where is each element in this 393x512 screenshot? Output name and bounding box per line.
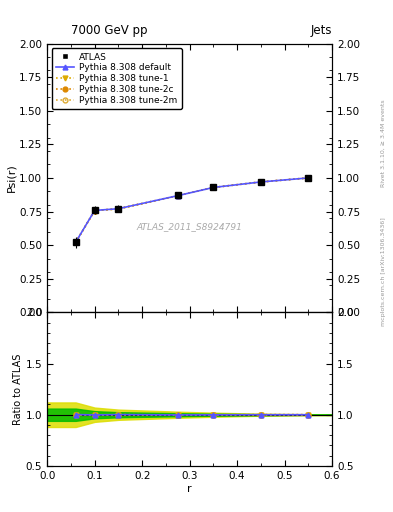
X-axis label: r: r bbox=[187, 483, 192, 494]
Text: mcplots.cern.ch [arXiv:1306.3436]: mcplots.cern.ch [arXiv:1306.3436] bbox=[381, 217, 386, 326]
Legend: ATLAS, Pythia 8.308 default, Pythia 8.308 tune-1, Pythia 8.308 tune-2c, Pythia 8: ATLAS, Pythia 8.308 default, Pythia 8.30… bbox=[51, 48, 182, 109]
Text: ATLAS_2011_S8924791: ATLAS_2011_S8924791 bbox=[137, 222, 242, 231]
Text: Jets: Jets bbox=[310, 24, 332, 37]
Text: 7000 GeV pp: 7000 GeV pp bbox=[71, 24, 147, 37]
Y-axis label: Psi(r): Psi(r) bbox=[6, 163, 16, 193]
Text: Rivet 3.1.10, ≥ 3.4M events: Rivet 3.1.10, ≥ 3.4M events bbox=[381, 99, 386, 187]
Y-axis label: Ratio to ATLAS: Ratio to ATLAS bbox=[13, 353, 23, 425]
